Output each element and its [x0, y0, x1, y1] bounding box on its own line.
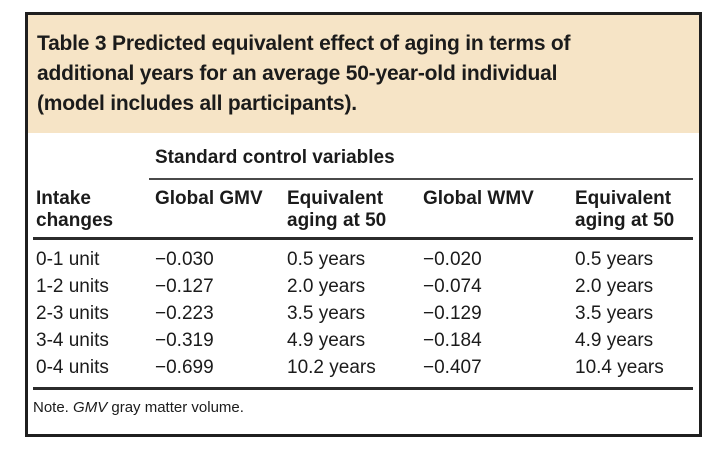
table-note: Note. GMV gray matter volume. — [33, 390, 693, 417]
cell-wmv-aging: 3.5 years — [575, 303, 654, 324]
cell-wmv: −0.129 — [423, 303, 482, 324]
table-header-row: Intake changes Global GMV Equivalent agi… — [36, 180, 693, 237]
column-header-intake-changes: Intake changes — [36, 188, 114, 231]
caption-line: (model includes all participants). — [37, 92, 357, 115]
cell-wmv: −0.074 — [423, 276, 482, 297]
note-abbreviation: GMV — [73, 399, 108, 416]
cell-wmv-aging: 0.5 years — [575, 249, 654, 270]
column-header-global-wmv: Global WMV — [423, 188, 534, 209]
cell-gmv: −0.223 — [155, 303, 214, 324]
cell-wmv: −0.020 — [423, 249, 482, 270]
cell-gmv-aging: 10.2 years — [287, 357, 376, 378]
cell-gmv: −0.127 — [155, 276, 214, 297]
note-divider — [33, 387, 693, 390]
cell-intake: 0-1 unit — [36, 249, 100, 270]
cell-wmv-aging: 4.9 years — [575, 330, 654, 351]
note-suffix: gray matter volume. — [107, 399, 244, 416]
cell-wmv: −0.407 — [423, 357, 482, 378]
caption-line: Table 3 Predicted equivalent effect of a… — [37, 32, 571, 55]
cell-gmv: −0.030 — [155, 249, 214, 270]
cell-intake: 1-2 units — [36, 276, 109, 297]
cell-gmv-aging: 0.5 years — [287, 249, 366, 270]
cell-intake: 3-4 units — [36, 330, 109, 351]
table-row: 1-2 units −0.127 2.0 years −0.074 2.0 ye… — [36, 273, 693, 300]
paper-table: Table 3 Predicted equivalent effect of a… — [25, 12, 702, 437]
data-rows: 0-1 unit −0.030 0.5 years −0.020 0.5 yea… — [36, 240, 693, 381]
spanner-heading: Standard control variables — [149, 146, 693, 180]
header-divider — [33, 237, 693, 240]
column-header-global-gmv: Global GMV — [155, 188, 263, 209]
cell-gmv: −0.319 — [155, 330, 214, 351]
table-body: Standard control variables Intake change… — [28, 146, 699, 417]
cell-gmv-aging: 2.0 years — [287, 276, 366, 297]
cell-wmv: −0.184 — [423, 330, 482, 351]
cell-gmv-aging: 4.9 years — [287, 330, 366, 351]
cell-intake: 2-3 units — [36, 303, 109, 324]
table-row: 0-4 units −0.699 10.2 years −0.407 10.4 … — [36, 354, 693, 381]
cell-wmv-aging: 2.0 years — [575, 276, 654, 297]
cell-gmv-aging: 3.5 years — [287, 303, 366, 324]
table-row: 2-3 units −0.223 3.5 years −0.129 3.5 ye… — [36, 300, 693, 327]
cell-intake: 0-4 units — [36, 357, 109, 378]
table-row: 3-4 units −0.319 4.9 years −0.184 4.9 ye… — [36, 327, 693, 354]
caption-line: additional years for an average 50-year-… — [37, 62, 558, 85]
table-caption: Table 3 Predicted equivalent effect of a… — [28, 15, 699, 133]
note-prefix: Note. — [33, 399, 74, 416]
column-header-equivalent-aging-gmv: Equivalent aging at 50 — [287, 188, 387, 231]
spanner-row: Standard control variables — [36, 146, 693, 180]
table-row: 0-1 unit −0.030 0.5 years −0.020 0.5 yea… — [36, 246, 693, 273]
cell-gmv: −0.699 — [155, 357, 214, 378]
column-header-equivalent-aging-wmv: Equivalent aging at 50 — [575, 188, 675, 231]
cell-wmv-aging: 10.4 years — [575, 357, 664, 378]
